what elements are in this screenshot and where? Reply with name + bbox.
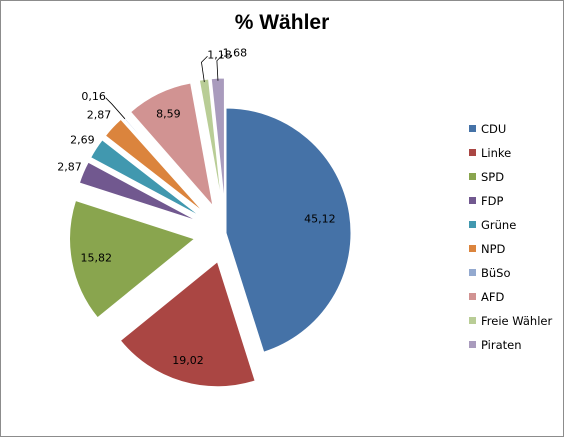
data-label: 0,16: [81, 90, 106, 103]
legend-label: Grüne: [481, 218, 516, 232]
legend-swatch: [469, 173, 476, 180]
data-label: 1,18: [207, 48, 232, 61]
legend-label: CDU: [481, 122, 506, 136]
pie-slice-linke: [119, 260, 256, 388]
data-label: 1,68: [223, 47, 248, 60]
pie-slices: [69, 77, 352, 388]
data-label: 2,87: [87, 108, 112, 121]
leader-line: [105, 97, 126, 120]
pie-slice-afd: [129, 82, 214, 208]
pie-slice-cdu: [225, 107, 352, 353]
legend-swatch: [469, 317, 476, 324]
legend-label: Linke: [481, 146, 511, 160]
legend-label: Piraten: [481, 338, 522, 352]
legend-swatch: [469, 221, 476, 228]
legend-swatch: [469, 269, 476, 276]
pie-slice-grüne: [89, 139, 202, 218]
legend: CDU Linke SPD FDP Grüne NPD BüSo AFD Freie Wähle…: [469, 122, 552, 352]
pie-slice-npd: [104, 118, 205, 213]
pie-slice-fdp: [78, 161, 199, 222]
legend-label: BüSo: [481, 266, 511, 280]
legend-swatch: [469, 341, 476, 348]
data-label: 15,82: [81, 251, 113, 264]
data-label: 8,59: [156, 108, 181, 121]
leader-line: [201, 55, 208, 83]
data-label: 19,02: [172, 354, 204, 367]
data-label: 2,69: [70, 134, 95, 147]
pie-slice-spd: [69, 199, 196, 319]
legend-label: FDP: [481, 194, 503, 208]
legend-swatch: [469, 197, 476, 204]
legend-swatch: [469, 293, 476, 300]
legend-label: AFD: [481, 290, 504, 304]
data-label: 2,87: [57, 161, 82, 174]
legend-swatch: [469, 245, 476, 252]
legend-swatch: [469, 149, 476, 156]
legend-label: NPD: [481, 242, 506, 256]
chart-title: % Wähler: [234, 11, 330, 34]
leader-line: [216, 54, 224, 81]
legend-label: SPD: [481, 170, 504, 184]
data-labels: 45,12 19,02 15,82 2,87 2,69 2,87 0,16 8,59 1,181…: [57, 47, 335, 367]
legend-swatch: [469, 125, 476, 132]
data-label: 45,12: [304, 212, 336, 225]
legend-label: Freie Wähler: [481, 314, 552, 328]
